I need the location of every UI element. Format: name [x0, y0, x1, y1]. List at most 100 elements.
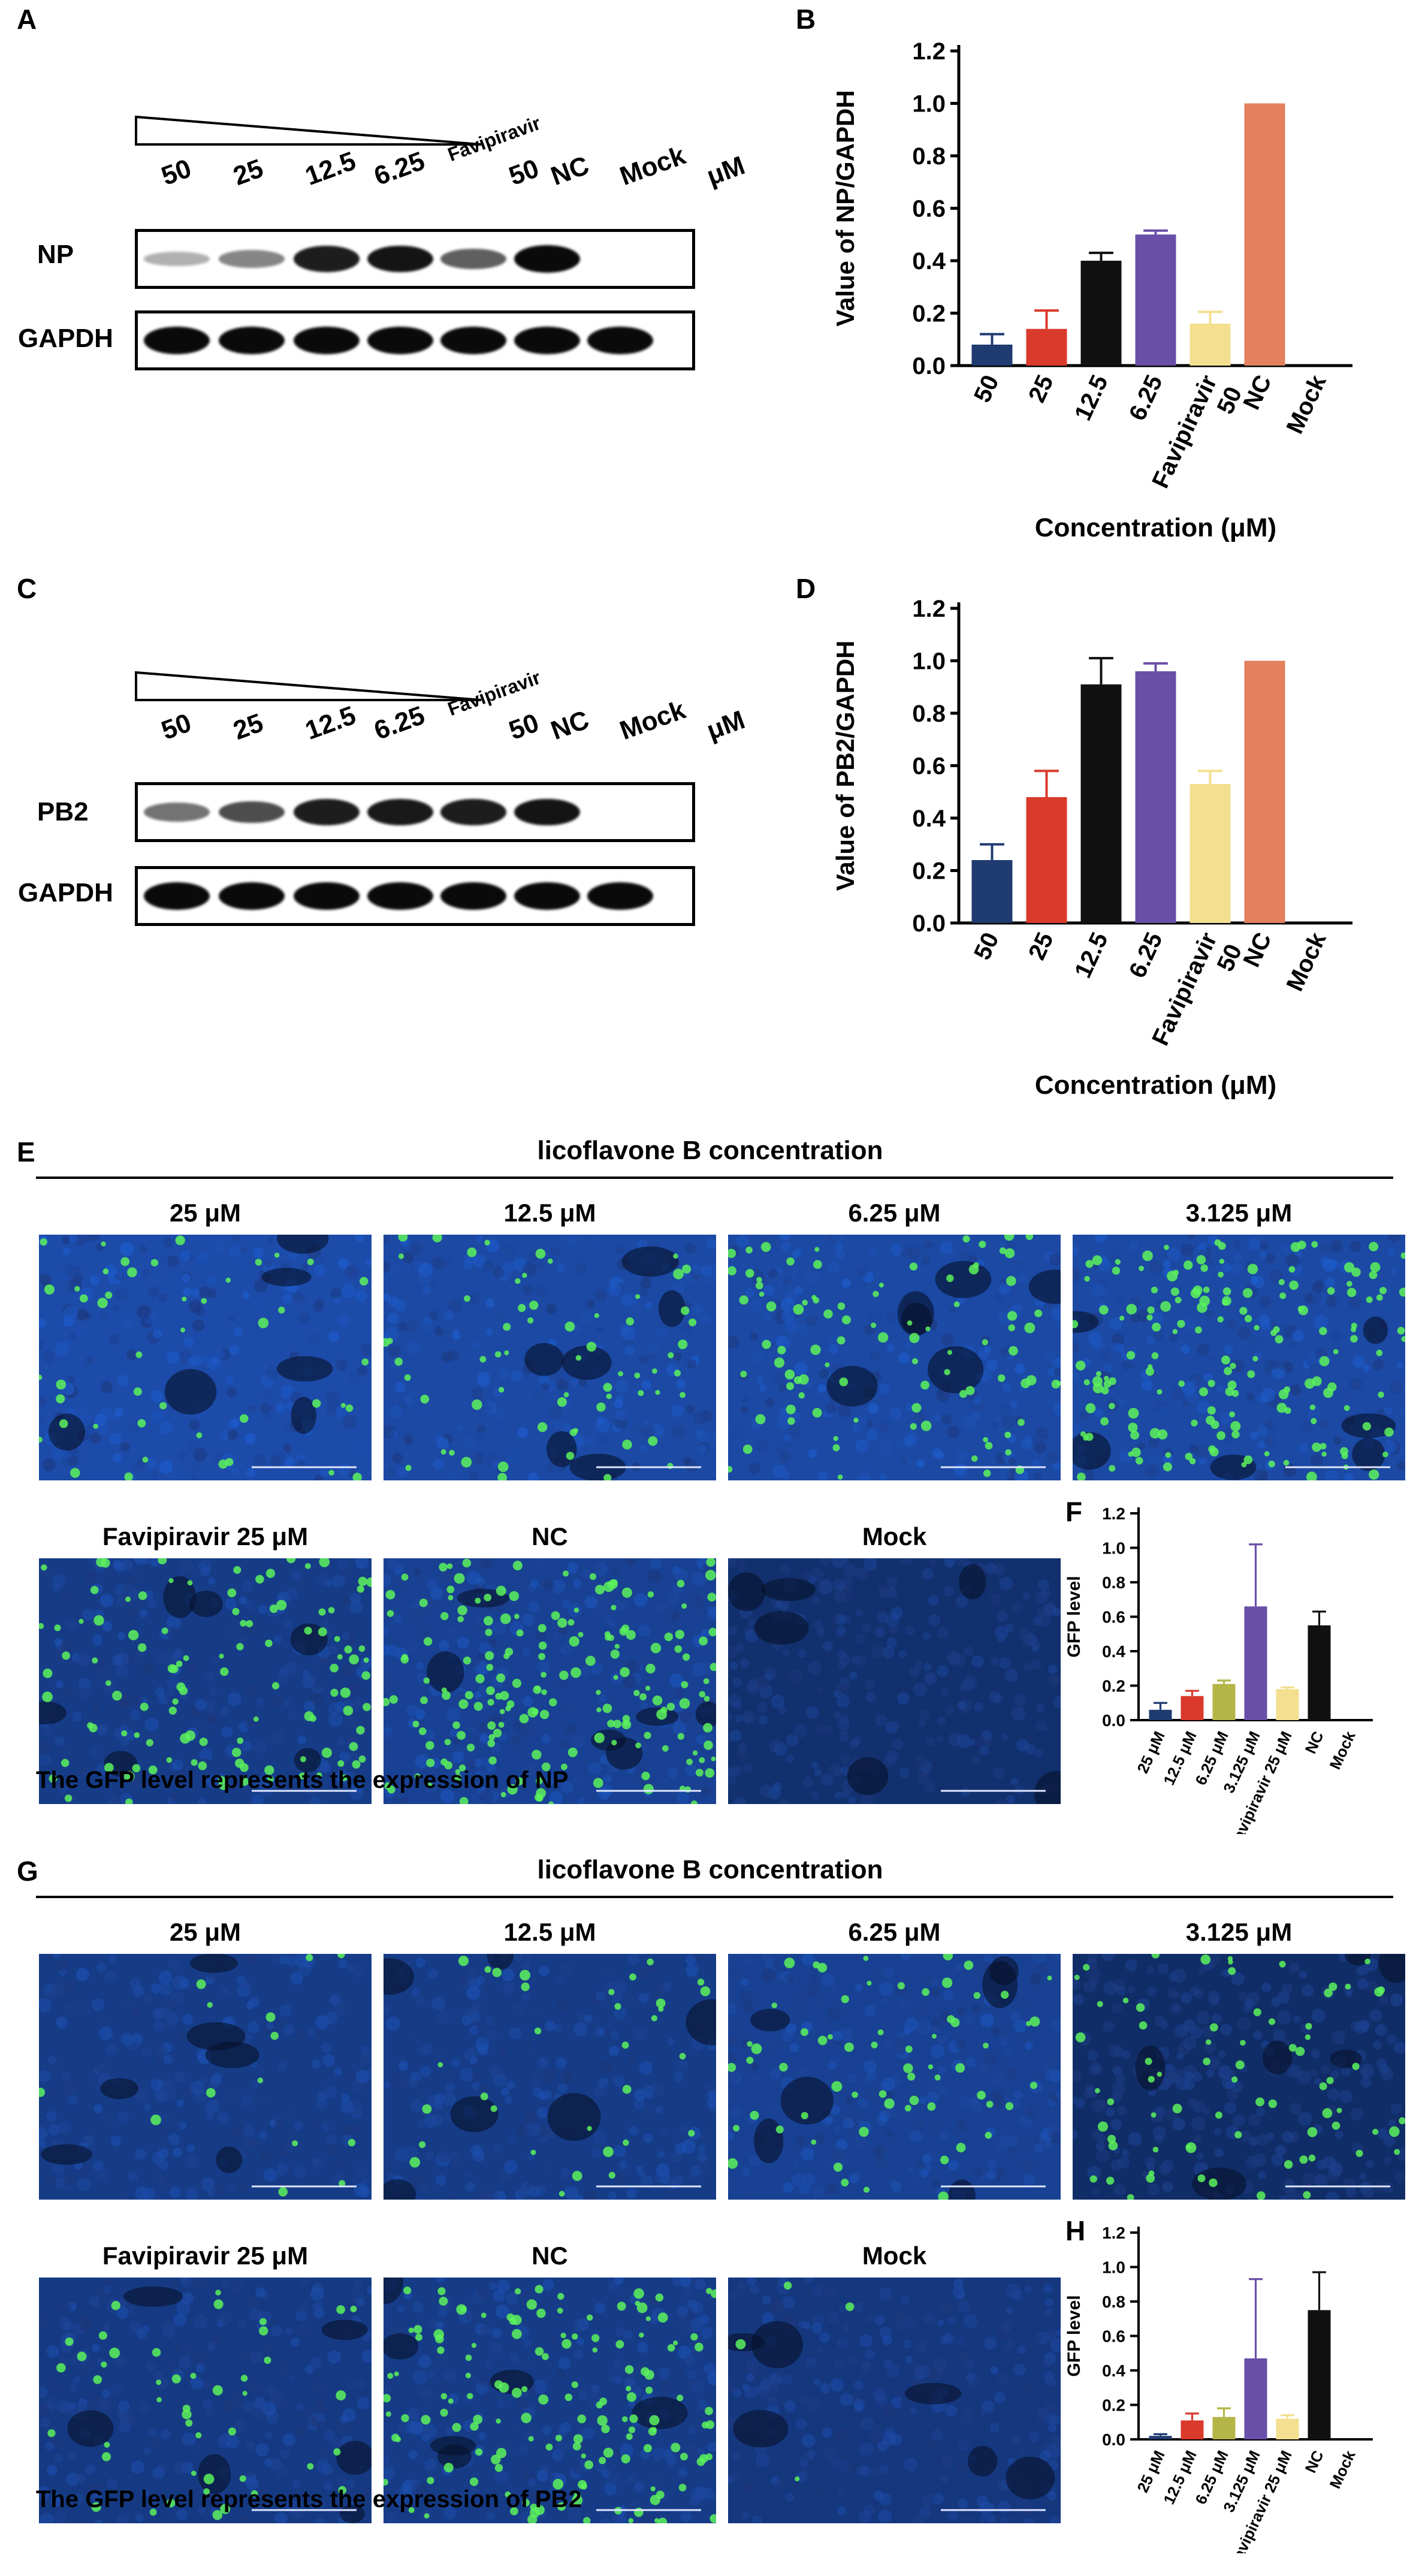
blot-band — [219, 801, 285, 824]
x-tick-label: NC — [1238, 371, 1276, 414]
y-tick-label: 1.2 — [1102, 1504, 1125, 1523]
micro-label: NC — [532, 2242, 568, 2270]
blot-band — [440, 248, 506, 270]
lane-label: 25 — [229, 153, 267, 192]
bar — [1212, 2417, 1236, 2439]
bar — [971, 345, 1013, 366]
panel-letter-f: F — [1065, 1496, 1083, 1527]
lane-label: Mock — [615, 695, 690, 746]
x-tick-label: NC — [1238, 928, 1276, 971]
concentration-wedge-c — [135, 671, 482, 701]
micro-label: Mock — [862, 1522, 927, 1551]
section-title-e: licoflavone B concentration — [537, 1136, 883, 1165]
y-tick-label: 0.8 — [1102, 1573, 1125, 1592]
y-tick-label: 0.4 — [1102, 2361, 1125, 2380]
y-tick-label: 0.6 — [1102, 2327, 1125, 2345]
x-tick-label: NC — [1302, 1729, 1327, 1757]
lane-label: 25 — [229, 708, 267, 746]
bar — [1026, 328, 1067, 366]
bar — [1080, 261, 1122, 366]
micrograph — [1073, 1954, 1405, 2200]
y-tick-label: 1.0 — [912, 91, 946, 117]
lane-label: 50 — [157, 153, 195, 192]
y-tick-label: 0.0 — [912, 910, 946, 937]
blot-band — [440, 327, 506, 354]
lane-label: NC — [547, 150, 593, 192]
np-label: NP — [37, 240, 74, 269]
y-tick-label: 1.0 — [1102, 1539, 1125, 1557]
blot-band — [587, 882, 653, 910]
chart-b: 0.0 0.2 0.4 0.6 0.8 1.0 1.2 Value of NP/GAPDH 50… — [831, 38, 1352, 542]
x-tick-label: 25 — [1023, 371, 1059, 406]
micrograph — [1073, 1235, 1405, 1480]
divider-g — [36, 1896, 1393, 1898]
concentration-wedge-a — [135, 116, 482, 146]
blot-band — [367, 882, 433, 910]
chart-d: 0.0 0.2 0.4 0.6 0.8 1.0 1.2 Value of PB2/GAPDH 5… — [831, 596, 1352, 1100]
blot-band — [440, 882, 506, 910]
bar — [1189, 784, 1231, 923]
x-tick-label: 50 — [969, 371, 1004, 406]
panel-letter-c: C — [17, 573, 37, 604]
micro-label: Favipiravir 25 μM — [102, 2242, 309, 2270]
y-tick-label: 1.0 — [1102, 2258, 1125, 2276]
y-tick-label: 0.4 — [1102, 1642, 1125, 1661]
micrograph — [39, 1558, 372, 1804]
micrograph — [728, 1235, 1061, 1480]
panel-letter-g: G — [17, 1856, 38, 1887]
gapdh-label-a: GAPDH — [18, 324, 113, 353]
micrograph — [728, 1558, 1061, 1804]
bar — [1244, 2358, 1267, 2439]
micro-label: 6.25 μM — [848, 1918, 941, 1946]
bar — [1308, 1625, 1331, 1720]
y-tick-label: 0.0 — [912, 353, 946, 379]
gapdh-blot-c — [135, 866, 695, 926]
x-tick-label: 25 — [1023, 928, 1059, 964]
x-tick-label: Mock — [1282, 928, 1332, 996]
bar — [1244, 103, 1285, 366]
bar — [1149, 1709, 1172, 1720]
y-axis-label: Value of PB2/GAPDH — [831, 641, 859, 891]
gapdh-label-c: GAPDH — [18, 878, 113, 907]
micro-label: NC — [532, 1522, 568, 1551]
blot-band — [294, 327, 360, 354]
y-axis-label: GFP level — [1067, 1576, 1084, 1657]
micro-label: 3.125 μM — [1185, 1918, 1293, 1946]
y-tick-label: 0.2 — [912, 301, 946, 327]
micro-label: 6.25 μM — [848, 1199, 941, 1227]
x-tick-label: 6.25 — [1124, 928, 1168, 982]
x-tick-label: 50 — [969, 928, 1004, 964]
blot-band — [144, 882, 210, 910]
blot-band — [514, 798, 580, 826]
lane-label: Mock — [615, 140, 690, 192]
blot-band — [294, 882, 360, 910]
lane-label: 50 — [505, 708, 543, 746]
caption-e: The GFP level represents the expression … — [36, 1767, 569, 1793]
micro-label: 25 μM — [169, 1918, 241, 1946]
panel-letter-h: H — [1065, 2215, 1086, 2246]
blot-band — [367, 799, 433, 825]
x-tick-label: 12.5 — [1070, 928, 1113, 982]
blot-band — [294, 246, 360, 272]
y-tick-label: 0.2 — [912, 858, 946, 885]
micrograph — [728, 2278, 1061, 2523]
lane-label: NC — [547, 705, 593, 746]
micro-label: 3.125 μM — [1185, 1199, 1293, 1227]
panel-letter-a: A — [17, 4, 37, 35]
lane-label: 12.5 — [301, 700, 360, 746]
bar — [1244, 660, 1285, 923]
y-tick-label: 0.2 — [1102, 2396, 1125, 2414]
bar — [1189, 324, 1231, 366]
y-axis-label: Value of NP/GAPDH — [831, 90, 859, 326]
lane-label: μM — [702, 150, 749, 192]
blot-band — [514, 882, 580, 910]
bar — [1149, 2436, 1172, 2439]
micro-label: 25 μM — [169, 1199, 241, 1227]
panel-letter-d: D — [796, 573, 816, 604]
blot-band — [367, 245, 433, 273]
y-tick-label: 0.8 — [1102, 2293, 1125, 2311]
x-tick-label: Mock — [1326, 2447, 1359, 2491]
x-tick-label: 6.25 — [1124, 371, 1168, 424]
